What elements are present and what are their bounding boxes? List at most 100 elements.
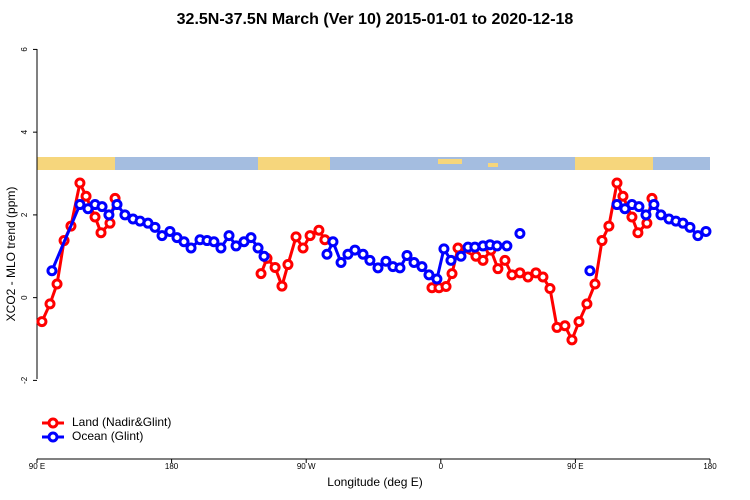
data-point [499, 254, 511, 266]
data-point [364, 254, 376, 266]
data-point [290, 231, 302, 243]
data-point [514, 228, 526, 240]
data-point [589, 278, 601, 290]
data-point [596, 235, 608, 247]
data-point [445, 254, 457, 266]
data-point [255, 268, 267, 280]
data-point [208, 236, 220, 248]
x-axis-label: Longitude (deg E) [327, 475, 422, 489]
data-point [185, 242, 197, 254]
data-point [648, 199, 660, 211]
data-point [276, 280, 288, 292]
data-point [282, 259, 294, 271]
data-point [544, 283, 556, 295]
data-point [230, 240, 242, 252]
data-point [321, 248, 333, 260]
data-point [44, 298, 56, 310]
data-point [156, 230, 168, 242]
data-point [455, 250, 467, 262]
legend-marker [47, 417, 59, 429]
data-point [584, 265, 596, 277]
y-tick-label: -2 [20, 376, 29, 384]
data-point [394, 262, 406, 274]
data-point [632, 227, 644, 239]
data-point [96, 201, 108, 213]
data-point [327, 236, 339, 248]
chart-title: 32.5N-37.5N March (Ver 10) 2015-01-01 to… [177, 11, 574, 28]
data-point [501, 240, 513, 252]
data-point [611, 177, 623, 189]
data-point [573, 316, 585, 328]
data-point [684, 221, 696, 233]
data-point [297, 242, 309, 254]
x-tick-label: 90 W [297, 462, 316, 471]
data-point [103, 209, 115, 221]
y-axis-label: XCO2 - MLO trend (ppm) [4, 187, 18, 322]
data-point [258, 250, 270, 262]
data-point [89, 211, 101, 223]
data-point [46, 265, 58, 277]
data-point [408, 256, 420, 268]
data-point [269, 261, 281, 273]
data-point [641, 217, 653, 229]
data-point [95, 227, 107, 239]
x-tick-label: 180 [165, 462, 179, 471]
data-point [245, 232, 257, 244]
data-point [640, 209, 652, 221]
data-point [252, 242, 264, 254]
data-point [477, 254, 489, 266]
data-point [581, 298, 593, 310]
x-tick-label: 90 E [567, 462, 583, 471]
data-point [215, 242, 227, 254]
data-point [655, 209, 667, 221]
data-point [178, 236, 190, 248]
data-point [446, 268, 458, 280]
y-tick-label: 4 [20, 129, 29, 134]
data-point [438, 243, 450, 255]
data-point [633, 201, 645, 213]
y-tick-label: 0 [20, 295, 29, 300]
data-point [491, 240, 503, 252]
x-tick-label: 90 E [29, 462, 45, 471]
data-point [626, 211, 638, 223]
data-point [304, 230, 316, 242]
legend-label: Ocean (Glint) [72, 429, 143, 443]
data-point [559, 320, 571, 332]
data-point [401, 249, 413, 261]
data-point [617, 190, 629, 202]
data-point [372, 262, 384, 274]
data-point [514, 267, 526, 279]
data-point [111, 199, 123, 211]
data-point [416, 261, 428, 273]
data-point [36, 316, 48, 328]
data-point [537, 271, 549, 283]
y-tick-label: 6 [20, 47, 29, 52]
data-point [74, 177, 86, 189]
data-point [119, 209, 131, 221]
data-point [335, 256, 347, 268]
data-point [611, 199, 623, 211]
data-point [74, 199, 86, 211]
data-point [440, 280, 452, 292]
data-point [603, 220, 615, 232]
legend-marker [47, 431, 59, 443]
data-point [349, 244, 361, 256]
y-tick-label: 2 [20, 212, 29, 217]
data-point [700, 225, 712, 237]
data-point [423, 269, 435, 281]
data-point [313, 224, 325, 236]
data-point [80, 190, 92, 202]
x-tick-label: 0 [439, 462, 444, 471]
data-point [149, 221, 161, 233]
series-line [40, 178, 654, 344]
data-point [692, 230, 704, 242]
data-point [104, 217, 116, 229]
legend-label: Land (Nadir&Glint) [72, 415, 171, 429]
data-point [380, 255, 392, 267]
data-point [566, 334, 578, 346]
data-point [492, 263, 504, 275]
x-tick-label: 180 [703, 462, 717, 471]
data-point [223, 230, 235, 242]
